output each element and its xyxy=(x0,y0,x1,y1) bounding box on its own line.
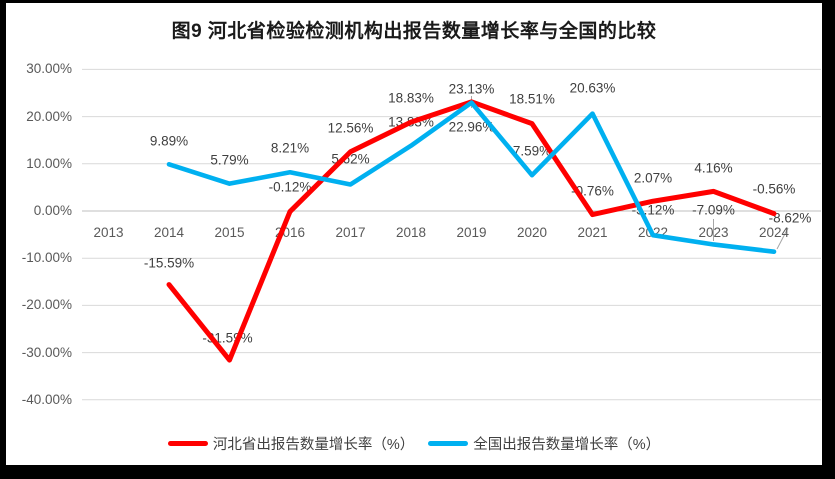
data-label-national: -5.12% xyxy=(631,202,675,218)
data-label-national: 8.21% xyxy=(270,140,310,156)
x-axis-category-label: 2017 xyxy=(335,225,366,240)
data-label-hebei: -15.59% xyxy=(143,255,195,271)
data-label-hebei: 4.16% xyxy=(694,160,733,176)
x-axis-category-label: 2013 xyxy=(93,225,124,240)
x-axis-category-label: 2022 xyxy=(637,225,669,240)
legend-item-national: 全国出报告数量增长率（%） xyxy=(428,433,660,454)
legend-label-national: 全国出报告数量增长率（%） xyxy=(473,437,661,453)
data-label-national: 22.96% xyxy=(448,119,495,135)
data-label-national: 7.59% xyxy=(512,143,552,159)
data-label-hebei: -0.76% xyxy=(571,183,614,199)
data-label-national: 20.63% xyxy=(569,80,616,96)
chart-legend: 河北省出报告数量增长率（%） 全国出报告数量增长率（%） xyxy=(6,433,822,454)
x-axis-category-label: 2023 xyxy=(698,225,729,240)
chart-title: 图9 河北省检验检测机构出报告数量增长率与全国的比较 xyxy=(171,21,657,42)
legend-swatch-hebei-icon xyxy=(167,441,208,446)
legend-item-hebei: 河北省出报告数量增长率（%） xyxy=(167,433,415,454)
x-axis-category-label: 2019 xyxy=(456,225,487,240)
data-label-hebei: -31.59% xyxy=(202,330,253,346)
y-axis-tick-label: -10.00% xyxy=(21,250,72,266)
data-label-national: 5.79% xyxy=(210,152,249,168)
data-label-hebei: 2.07% xyxy=(633,170,673,186)
data-label-national: 5.62% xyxy=(331,151,370,167)
page-border-top xyxy=(0,0,835,3)
y-axis-tick-label: -20.00% xyxy=(21,297,72,313)
x-axis-category-label: 2021 xyxy=(577,225,608,240)
y-axis-tick-label: -40.00% xyxy=(21,391,72,407)
data-label-hebei: -0.56% xyxy=(752,181,796,197)
x-axis-category-label: 2014 xyxy=(153,225,185,240)
y-axis-tick-label: 0.00% xyxy=(33,203,72,218)
data-label-hebei: 18.51% xyxy=(509,91,555,107)
x-axis-category-label: 2020 xyxy=(516,225,548,240)
x-axis-category-label: 2016 xyxy=(274,225,306,240)
legend-label-hebei: 河北省出报告数量增长率（%） xyxy=(212,437,415,453)
page-border-right xyxy=(822,0,835,479)
data-label-hebei: -0.12% xyxy=(268,179,312,195)
data-label-national: 13.83% xyxy=(388,114,434,130)
page-border-bottom xyxy=(0,465,835,479)
data-label-hebei: 18.83% xyxy=(388,90,434,106)
x-axis-category-label: 2018 xyxy=(395,225,427,240)
y-axis-tick-label: -30.00% xyxy=(21,344,72,360)
data-label-national: -8.62% xyxy=(768,210,812,226)
y-axis-tick-label: 10.00% xyxy=(26,155,72,171)
x-axis-category-label: 2015 xyxy=(214,225,245,240)
y-axis-tick-label: 20.00% xyxy=(26,108,72,124)
x-axis-category-label: 2024 xyxy=(758,225,790,240)
data-label-hebei: 12.56% xyxy=(327,120,374,136)
data-label-national: -7.09% xyxy=(692,202,735,218)
y-axis-tick-label: 30.00% xyxy=(26,61,72,77)
data-label-hebei: 23.13% xyxy=(448,81,495,97)
data-label-national: 9.89% xyxy=(149,133,189,149)
page-border-left xyxy=(0,0,6,479)
legend-swatch-national-icon xyxy=(428,441,469,446)
